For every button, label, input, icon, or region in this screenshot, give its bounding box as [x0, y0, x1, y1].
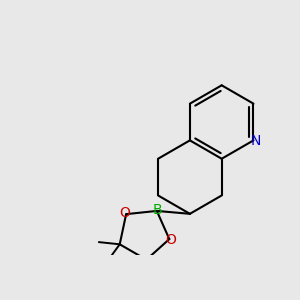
Text: O: O — [166, 233, 176, 247]
Text: B: B — [153, 203, 163, 217]
Text: O: O — [119, 206, 130, 220]
Text: N: N — [251, 134, 261, 148]
